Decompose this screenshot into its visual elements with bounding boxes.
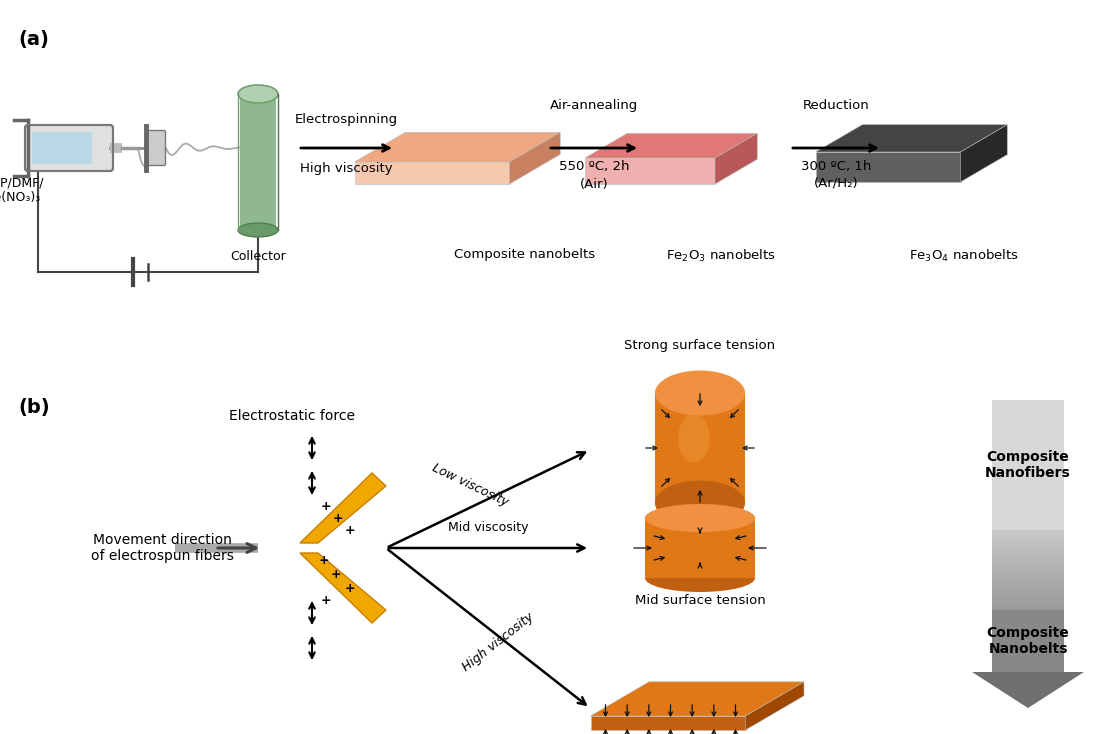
Bar (655, 393, 745, 503)
Text: Low viscosity: Low viscosity (430, 461, 510, 509)
Text: Electrostatic force: Electrostatic force (230, 409, 355, 423)
Ellipse shape (655, 371, 745, 415)
Text: +: + (319, 553, 329, 567)
Text: 300 ºC, 1h: 300 ºC, 1h (801, 160, 871, 173)
Text: (Ar/H₂): (Ar/H₂) (813, 176, 858, 189)
Polygon shape (745, 682, 804, 730)
Bar (992, 602, 1063, 606)
Bar (992, 534, 1063, 539)
Bar (992, 610, 1063, 672)
Text: Mid viscosity: Mid viscosity (448, 521, 528, 534)
Bar (992, 598, 1063, 603)
Text: Air-annealing: Air-annealing (550, 99, 638, 112)
Polygon shape (815, 125, 1008, 152)
Ellipse shape (645, 504, 755, 532)
Bar (645, 518, 755, 578)
FancyBboxPatch shape (32, 132, 92, 164)
Ellipse shape (655, 481, 745, 526)
Polygon shape (972, 672, 1084, 708)
Bar (992, 538, 1063, 542)
Text: Movement direction
of electrospun fibers: Movement direction of electrospun fibers (91, 533, 234, 563)
FancyBboxPatch shape (25, 125, 113, 171)
Text: Composite
Nanobelts: Composite Nanobelts (987, 626, 1069, 656)
Bar (992, 606, 1063, 611)
Text: PVP/DMF/
Fe(NO₃)₃: PVP/DMF/ Fe(NO₃)₃ (0, 176, 44, 204)
Polygon shape (299, 473, 386, 543)
Ellipse shape (679, 413, 709, 462)
Text: High viscosity: High viscosity (460, 610, 537, 674)
Text: $\mathrm{Fe_3O_4}$ nanobelts: $\mathrm{Fe_3O_4}$ nanobelts (909, 248, 1019, 264)
Polygon shape (299, 553, 386, 623)
Polygon shape (509, 132, 561, 184)
Polygon shape (961, 125, 1008, 182)
Text: +: + (320, 594, 331, 606)
Text: (a): (a) (17, 30, 49, 49)
Text: +: + (331, 567, 341, 581)
Text: +: + (344, 523, 355, 537)
Bar (992, 594, 1063, 598)
Text: High viscosity: High viscosity (301, 162, 392, 175)
Text: (Air): (Air) (579, 178, 609, 191)
Bar (992, 590, 1063, 595)
Bar (992, 546, 1063, 550)
Text: Mid surface tension: Mid surface tension (635, 594, 765, 607)
Text: +: + (344, 581, 355, 595)
Bar (992, 582, 1063, 586)
Bar (240, 94, 277, 230)
Polygon shape (354, 132, 561, 162)
Bar (992, 562, 1063, 567)
Text: $\mathrm{Fe_2O_3}$ nanobelts: $\mathrm{Fe_2O_3}$ nanobelts (667, 248, 776, 264)
Bar (992, 554, 1063, 559)
Text: 550 ºC, 2h: 550 ºC, 2h (559, 160, 630, 173)
Polygon shape (715, 134, 757, 184)
Bar (992, 586, 1063, 590)
Polygon shape (590, 716, 745, 730)
Bar (992, 566, 1063, 570)
Bar (992, 578, 1063, 583)
Bar (992, 542, 1063, 547)
Polygon shape (585, 134, 757, 158)
Text: Composite
Nanofibers: Composite Nanofibers (985, 450, 1071, 480)
Polygon shape (815, 152, 961, 182)
Bar (992, 570, 1063, 575)
Text: (b): (b) (17, 398, 49, 417)
Text: Reduction: Reduction (802, 99, 869, 112)
Bar (992, 550, 1063, 554)
Polygon shape (590, 682, 804, 716)
Polygon shape (585, 158, 715, 184)
Bar (992, 530, 1063, 534)
FancyBboxPatch shape (146, 131, 165, 165)
Bar (992, 558, 1063, 562)
Text: +: + (320, 500, 331, 512)
Ellipse shape (238, 223, 278, 237)
Ellipse shape (238, 85, 278, 103)
Ellipse shape (645, 564, 755, 592)
Text: Collector: Collector (231, 250, 286, 263)
Text: Composite nanobelts: Composite nanobelts (455, 248, 596, 261)
Bar (992, 574, 1063, 578)
Bar (992, 400, 1063, 530)
Text: +: + (332, 512, 343, 525)
Text: Electrospinning: Electrospinning (295, 113, 398, 126)
Text: Strong surface tension: Strong surface tension (624, 340, 776, 352)
Polygon shape (354, 162, 509, 184)
